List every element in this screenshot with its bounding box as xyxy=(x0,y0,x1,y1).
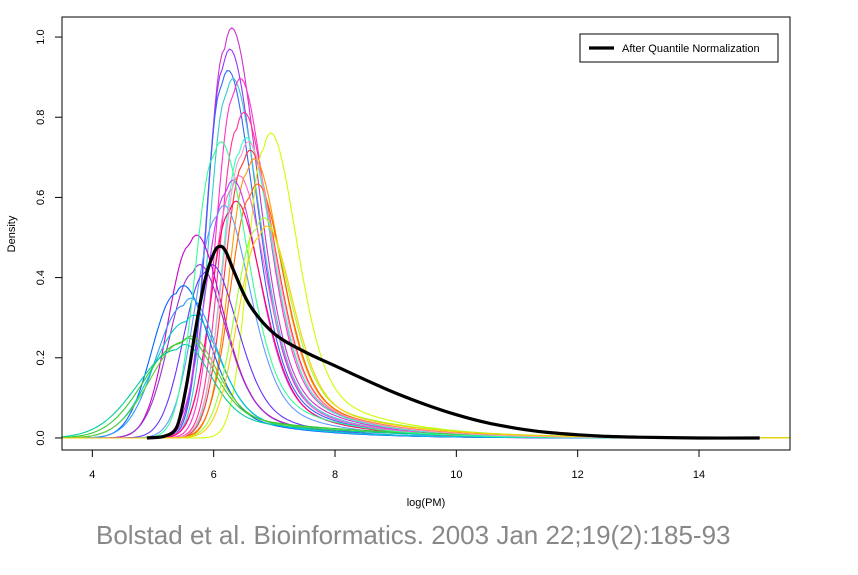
density-curve-26 xyxy=(62,141,790,439)
x-axis-label: log(PM) xyxy=(407,497,446,509)
density-curve-1 xyxy=(62,27,790,439)
x-tick-label: 4 xyxy=(89,469,95,481)
density-curve-15 xyxy=(62,183,790,439)
density-curve-11 xyxy=(62,179,790,439)
density-curve-8 xyxy=(62,149,790,439)
y-tick-label: 0.6 xyxy=(35,190,47,205)
density-curve-2 xyxy=(62,48,790,439)
y-tick-label: 1.0 xyxy=(35,29,47,44)
density-curve-16 xyxy=(62,234,790,439)
density-curve-4 xyxy=(62,78,790,439)
density-curve-9 xyxy=(62,158,790,439)
legend: After Quantile Normalization xyxy=(579,33,779,63)
density-curve-10 xyxy=(62,132,790,439)
density-curve-3 xyxy=(62,70,790,439)
density-curve-5 xyxy=(62,78,790,439)
y-tick-label: 0.8 xyxy=(35,110,47,125)
y-tick-label: 0.2 xyxy=(35,350,47,365)
x-tick-label: 8 xyxy=(332,469,338,481)
x-tick-label: 10 xyxy=(450,469,462,481)
y-tick-label: 0.0 xyxy=(35,430,47,445)
density-curve-14 xyxy=(62,200,790,439)
legend-entry: After Quantile Normalization xyxy=(622,43,760,55)
normalized-density-curve xyxy=(146,244,760,440)
density-curve-23 xyxy=(62,337,790,439)
x-axis: 4 6 8 10 12 14 xyxy=(89,450,705,481)
y-axis-label: Density xyxy=(6,215,18,252)
y-axis: 0.0 0.2 0.4 0.6 0.8 1.0 xyxy=(35,29,62,446)
y-tick-label: 0.4 xyxy=(35,270,47,285)
density-curve-25 xyxy=(62,141,790,439)
plot-frame xyxy=(61,16,791,451)
density-curve-7 xyxy=(62,136,790,439)
x-tick-label: 14 xyxy=(693,469,705,481)
citation-text: Bolstad et al. Bioinformatics. 2003 Jan … xyxy=(96,520,731,550)
x-tick-label: 12 xyxy=(572,469,584,481)
x-tick-label: 6 xyxy=(211,469,217,481)
density-curves xyxy=(62,27,790,439)
density-chart: 4 6 8 10 12 14 0.0 0.2 0.4 0.6 0.8 1.0 log(PM) Den… xyxy=(6,16,791,509)
